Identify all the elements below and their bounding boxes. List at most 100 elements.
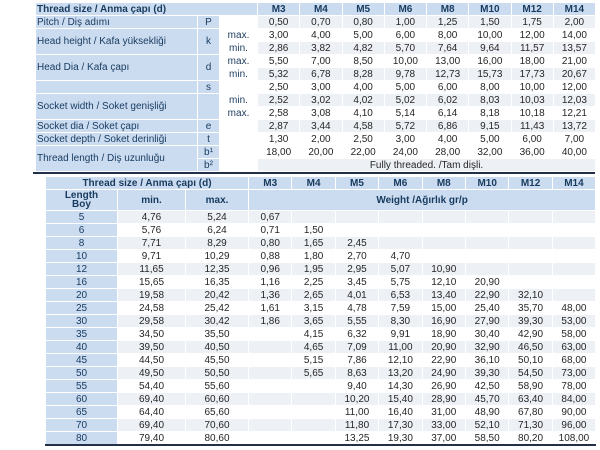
min-value: 39,50 bbox=[117, 340, 186, 354]
value-cell: 2,50 bbox=[257, 80, 301, 94]
length-value: 65 bbox=[45, 405, 118, 419]
max-value: 70,60 bbox=[184, 418, 250, 432]
column-header-m14: M14 bbox=[551, 176, 597, 190]
min-value: 19,58 bbox=[117, 288, 186, 302]
weight-value bbox=[378, 223, 423, 237]
min-value: 34,50 bbox=[117, 327, 186, 341]
column-header-m6: M6 bbox=[378, 176, 423, 190]
column-header-m4: M4 bbox=[291, 176, 336, 190]
weight-value: 8,63 bbox=[334, 366, 380, 380]
value-cell: 9,78 bbox=[383, 67, 428, 81]
weight-value bbox=[464, 262, 510, 276]
weight-value: 84,00 bbox=[551, 392, 597, 406]
weight-value: 7,86 bbox=[334, 353, 380, 367]
divider-line bbox=[33, 172, 595, 174]
max-column-header: max. bbox=[184, 189, 250, 211]
value-cell: 12,03 bbox=[552, 93, 597, 107]
column-header-m10: M10 bbox=[468, 2, 512, 16]
weight-value: 15,00 bbox=[421, 301, 466, 315]
value-cell: 5,50 bbox=[257, 54, 301, 68]
value-cell: 10,00 bbox=[383, 54, 428, 68]
weight-value: 39,30 bbox=[508, 314, 553, 328]
weight-value bbox=[421, 223, 466, 237]
value-cell: 32,00 bbox=[468, 145, 512, 159]
value-cell: 9,15 bbox=[468, 119, 512, 133]
value-cell: 17,73 bbox=[510, 67, 554, 81]
value-cell: 12,00 bbox=[510, 28, 554, 42]
weight-value: 2,95 bbox=[334, 262, 380, 276]
weight-value bbox=[248, 366, 293, 380]
table-row: 16 15,65 16,35 1,16 2,25 3,45 5,75 12,10 20,90 bbox=[45, 275, 597, 289]
minmax-label bbox=[218, 145, 259, 159]
weight-value bbox=[508, 223, 553, 237]
minmax-label: max. bbox=[218, 106, 259, 120]
table-row: 70 69,40 70,60 11,80 17,30 33,00 52,10 71,30 96,… bbox=[45, 418, 597, 432]
table-row: 8 7,71 8,29 0,80 1,65 2,45 bbox=[45, 236, 597, 250]
weight-column-header: Weight /Ağırlık gr/p bbox=[248, 189, 597, 211]
weight-value: 18,90 bbox=[421, 327, 466, 341]
weight-value: 58,00 bbox=[551, 327, 597, 341]
table-row: Thread length / Diş uzunluğu b¹ 18,00 20,00… bbox=[35, 145, 597, 172]
column-header-m3: M3 bbox=[248, 176, 293, 190]
table-row: 20 19,58 20,42 1,36 2,65 4,01 6,53 13,40 22,90 32… bbox=[45, 288, 597, 302]
value-cell: 28,00 bbox=[426, 145, 470, 159]
column-header-m3: M3 bbox=[257, 2, 301, 16]
max-value: 80,60 bbox=[184, 431, 250, 446]
min-value: 24,58 bbox=[117, 301, 186, 315]
weight-value: 15,40 bbox=[378, 392, 423, 406]
weight-value: 63,40 bbox=[508, 392, 553, 406]
value-cell: 3,44 bbox=[299, 119, 343, 133]
length-value: 25 bbox=[45, 301, 118, 315]
value-cell: 1,50 bbox=[468, 15, 512, 29]
weight-value: 1,65 bbox=[291, 236, 336, 250]
value-cell: 8,18 bbox=[468, 106, 512, 120]
value-cell: 3,82 bbox=[299, 41, 343, 55]
row-label: Thread length / Diş uzunluğu bbox=[35, 145, 198, 172]
max-value: 30,42 bbox=[184, 314, 250, 328]
weight-value bbox=[551, 249, 597, 263]
value-cell: 7,00 bbox=[552, 132, 597, 146]
value-cell: 20,00 bbox=[299, 145, 343, 159]
weight-value bbox=[421, 210, 466, 224]
min-value: 11,65 bbox=[117, 262, 186, 276]
weight-value: 6,32 bbox=[334, 327, 380, 341]
length-value: 6 bbox=[45, 223, 118, 237]
max-value: 12,35 bbox=[184, 262, 250, 276]
value-cell: 7,00 bbox=[299, 54, 343, 68]
table-row: 40 39,50 40,50 4,65 7,09 11,00 20,90 32,90 46,50… bbox=[45, 340, 597, 354]
weight-value: 22,90 bbox=[464, 288, 510, 302]
min-value: 9,71 bbox=[117, 249, 186, 263]
weight-value: 71,30 bbox=[508, 418, 553, 432]
weight-value bbox=[551, 275, 597, 289]
symbol-label: P bbox=[197, 15, 220, 29]
value-cell: 5,70 bbox=[383, 41, 428, 55]
value-cell: 2,86 bbox=[257, 41, 301, 55]
value-cell: 0,70 bbox=[299, 15, 343, 29]
column-header-m6: M6 bbox=[383, 2, 428, 16]
min-column-header: min. bbox=[117, 189, 186, 211]
weight-value: 5,15 bbox=[291, 353, 336, 367]
weight-value bbox=[508, 249, 553, 263]
value-cell: 4,58 bbox=[341, 119, 385, 133]
value-cell: 13,57 bbox=[552, 41, 597, 55]
weight-value: 17,30 bbox=[378, 418, 423, 432]
min-value: 4,76 bbox=[117, 210, 186, 224]
column-header-m4: M4 bbox=[299, 2, 343, 16]
row-label: Socket width / Soket genişliği bbox=[35, 93, 198, 120]
weight-value bbox=[248, 405, 293, 419]
value-cell: 13,00 bbox=[426, 54, 470, 68]
weight-value: 54,50 bbox=[508, 366, 553, 380]
table-row: s 2,50 3,00 4,00 5,00 6,00 8,00 10,00 12,00 bbox=[35, 80, 597, 94]
weight-value: 11,00 bbox=[378, 340, 423, 354]
length-value: 45 bbox=[45, 353, 118, 367]
weight-value: 6,53 bbox=[378, 288, 423, 302]
min-value: 79,40 bbox=[117, 431, 186, 446]
column-header-m8: M8 bbox=[421, 176, 466, 190]
minmax-label bbox=[218, 80, 259, 94]
value-cell: 3,00 bbox=[299, 80, 343, 94]
weight-value: 0,96 bbox=[248, 262, 293, 276]
weight-value: 52,10 bbox=[464, 418, 510, 432]
weight-value: 37,00 bbox=[421, 431, 466, 446]
minmax-label bbox=[218, 119, 259, 133]
value-cell: 5,72 bbox=[383, 119, 428, 133]
